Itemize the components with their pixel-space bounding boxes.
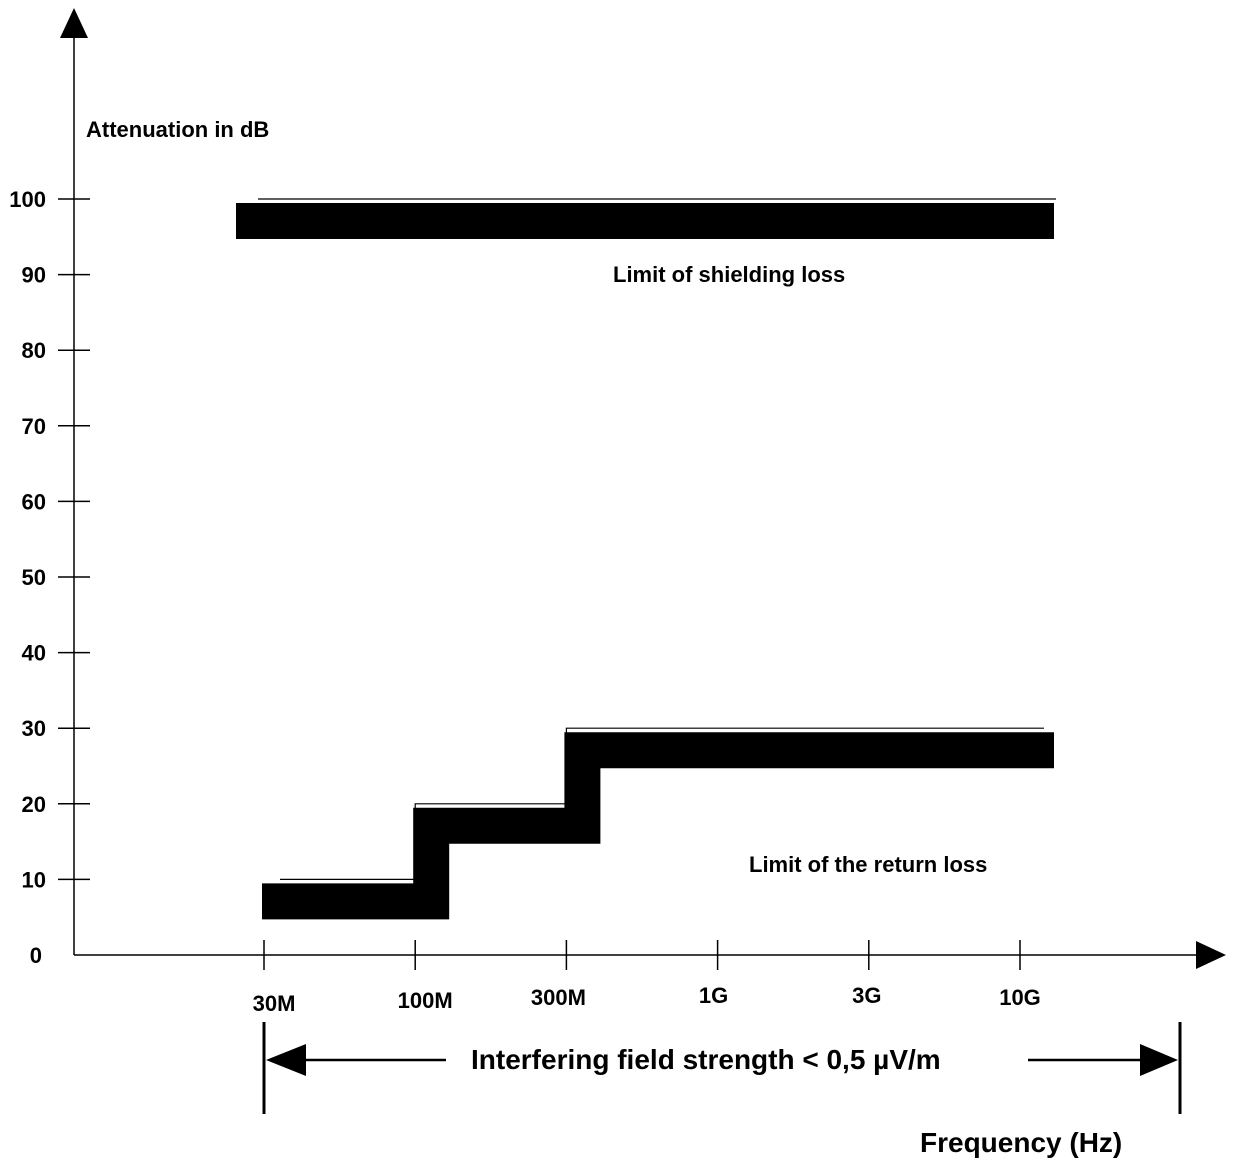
y-ticks: 0 10 20 30 40 50 60 70 80 90 100 bbox=[9, 187, 90, 968]
x-tick-label: 30M bbox=[253, 991, 296, 1016]
y-tick-label: 60 bbox=[22, 489, 46, 514]
y-tick-label: 40 bbox=[22, 641, 46, 666]
y-tick-label: 70 bbox=[22, 414, 46, 439]
x-tick-label: 100M bbox=[398, 988, 453, 1013]
y-axis bbox=[60, 8, 88, 955]
return-loss-label: Limit of the return loss bbox=[749, 852, 987, 877]
y-tick-label: 80 bbox=[22, 338, 46, 363]
series-band bbox=[262, 732, 1054, 920]
y-tick-label: 10 bbox=[22, 867, 46, 892]
x-tick-label: 1G bbox=[699, 983, 728, 1008]
x-ticks: 30M 100M 300M 1G 3G 10G bbox=[253, 940, 1041, 1016]
x-axis-arrow bbox=[1196, 941, 1226, 969]
y-tick-label: 30 bbox=[22, 716, 46, 741]
range-arrow-left bbox=[266, 1044, 306, 1076]
y-tick-label: 20 bbox=[22, 792, 46, 817]
shielding-loss-label: Limit of shielding loss bbox=[613, 262, 845, 287]
series-line bbox=[280, 727, 1044, 880]
range-arrow-right bbox=[1140, 1044, 1178, 1076]
x-tick-label: 3G bbox=[852, 983, 881, 1008]
y-axis-label: Attenuation in dB bbox=[86, 117, 269, 142]
y-tick-label: 50 bbox=[22, 565, 46, 590]
x-axis-label: Frequency (Hz) bbox=[920, 1127, 1122, 1158]
series-layer bbox=[236, 198, 1056, 920]
x-tick-label: 300M bbox=[531, 985, 586, 1010]
x-axis bbox=[74, 941, 1226, 969]
x-tick-label: 10G bbox=[999, 985, 1041, 1010]
field-strength-label: Interfering field strength < 0,5 µV/m bbox=[471, 1044, 941, 1075]
field-strength-range: Interfering field strength < 0,5 µV/m bbox=[262, 1022, 1182, 1114]
y-tick-label: 100 bbox=[9, 187, 46, 212]
y-tick-label: 90 bbox=[22, 263, 46, 288]
y-axis-arrow bbox=[60, 8, 88, 38]
y-tick-label: 0 bbox=[30, 943, 42, 968]
